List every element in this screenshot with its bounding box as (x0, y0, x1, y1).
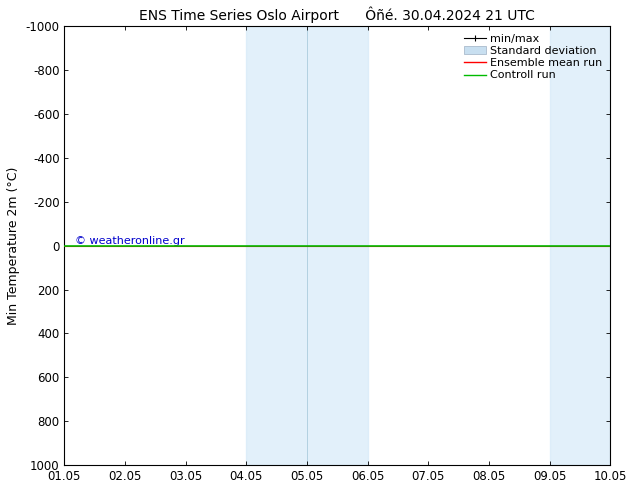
Y-axis label: Min Temperature 2m (°C): Min Temperature 2m (°C) (7, 167, 20, 325)
Title: ENS Time Series Oslo Airport      Ôñé. 30.04.2024 21 UTC: ENS Time Series Oslo Airport Ôñé. 30.04.… (139, 7, 535, 24)
Bar (550, 26, 611, 465)
Legend: min/max, Standard deviation, Ensemble mean run, Controll run: min/max, Standard deviation, Ensemble me… (462, 31, 605, 83)
Bar (247, 26, 368, 465)
Text: © weatheronline.gr: © weatheronline.gr (75, 236, 185, 245)
